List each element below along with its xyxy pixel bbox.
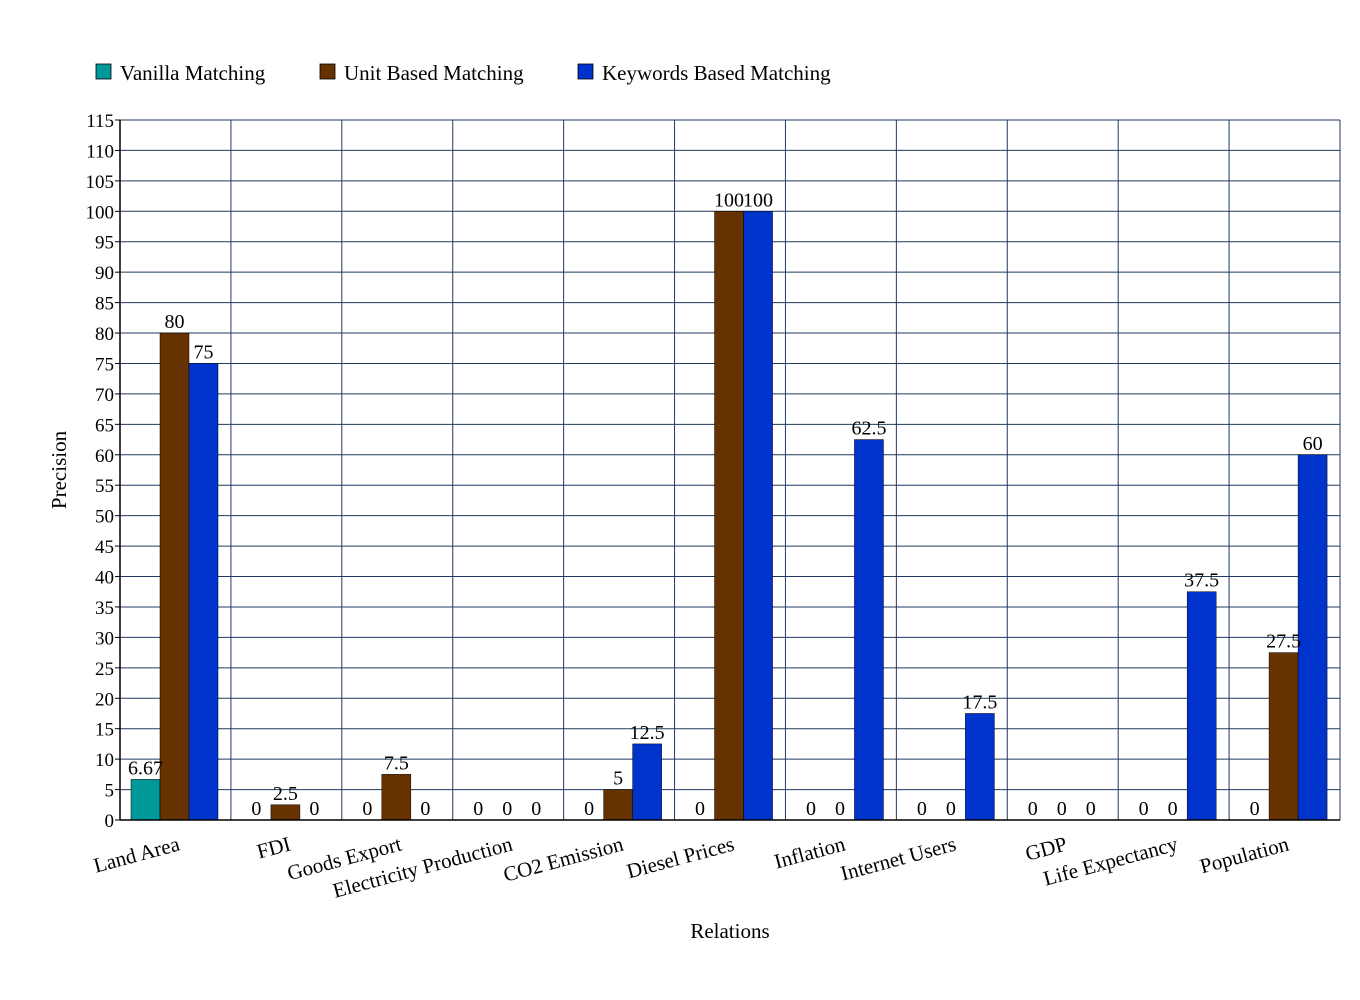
bar	[965, 713, 995, 821]
legend-item: Unit Based Matching	[319, 61, 524, 85]
bar	[854, 439, 884, 821]
data-label: 0	[946, 798, 956, 820]
legend-label: Unit Based Matching	[344, 61, 524, 85]
data-label: 0	[420, 798, 430, 820]
data-label: 37.5	[1184, 570, 1219, 592]
data-label: 2.5	[273, 783, 298, 805]
data-label: 60	[1303, 433, 1323, 455]
legend-item: Vanilla Matching	[95, 61, 266, 85]
y-tick-label: 0	[105, 811, 115, 832]
data-label: 0	[473, 798, 483, 820]
bar	[130, 779, 161, 821]
y-tick-label: 35	[95, 598, 114, 619]
bar	[159, 332, 190, 821]
bar	[1297, 454, 1328, 821]
y-tick-label: 110	[86, 141, 114, 162]
legend-swatch	[95, 63, 112, 80]
bar	[603, 789, 633, 821]
x-tick-label: Land Area	[91, 831, 183, 877]
y-tick-label: 85	[95, 294, 114, 315]
data-label: 0	[502, 798, 512, 820]
y-tick-label: 115	[86, 111, 114, 132]
bars	[130, 211, 1328, 821]
y-axis-ticks: 0 5 10 15 20 25 30 35 40 45 50 55 60 65 70 75 80 85 90 95 10…	[86, 111, 120, 832]
x-tick-label: Inflation	[772, 832, 849, 874]
bar	[1186, 591, 1217, 821]
data-label: 17.5	[962, 691, 997, 713]
legend-swatch	[577, 63, 594, 80]
y-tick-label: 40	[95, 568, 114, 589]
data-label: 75	[194, 341, 214, 363]
data-label: 6.67	[128, 757, 163, 779]
data-label: 0	[835, 798, 845, 820]
y-tick-label: 95	[95, 233, 114, 254]
data-label: 0	[531, 798, 541, 820]
legend-item: Keywords Based Matching	[577, 61, 831, 85]
y-tick-label: 5	[105, 781, 115, 802]
x-tick-label: Internet Users	[838, 832, 959, 886]
data-label: 0	[1250, 798, 1260, 820]
bar	[381, 774, 412, 821]
y-tick-label: 15	[95, 720, 114, 741]
y-tick-label: 80	[95, 324, 114, 345]
data-label: 0	[309, 798, 319, 820]
y-tick-label: 30	[95, 628, 114, 649]
data-label: 7.5	[384, 752, 409, 774]
data-label: 0	[584, 798, 594, 820]
y-tick-label: 20	[95, 689, 114, 710]
data-label: 80	[165, 311, 185, 333]
data-label: 12.5	[630, 722, 665, 744]
y-tick-label: 105	[86, 172, 115, 193]
bar	[1268, 652, 1299, 821]
data-label: 5	[613, 768, 623, 790]
data-label: 62.5	[851, 418, 886, 440]
y-axis-title: Precision	[47, 430, 71, 509]
y-tick-label: 60	[95, 446, 114, 467]
y-tick-label: 65	[95, 415, 114, 436]
x-tick-label: CO2 Emission	[501, 832, 627, 887]
legend-label: Keywords Based Matching	[602, 61, 831, 85]
legend-label: Vanilla Matching	[120, 61, 266, 85]
data-label: 0	[1086, 798, 1096, 820]
y-tick-label: 90	[95, 263, 114, 284]
x-tick-label: Diesel Prices	[624, 832, 737, 884]
y-tick-label: 75	[95, 354, 114, 375]
y-tick-label: 70	[95, 385, 114, 406]
bar	[743, 211, 773, 821]
x-tick-label: Population	[1197, 832, 1292, 879]
bar	[714, 211, 744, 821]
data-label: 0	[695, 798, 705, 820]
data-label: 0	[806, 798, 816, 820]
data-label: 0	[1168, 798, 1178, 820]
x-axis-title: Relations	[690, 919, 769, 943]
y-tick-label: 100	[86, 202, 115, 223]
data-label: 100	[714, 189, 744, 211]
data-label: 0	[251, 798, 261, 820]
bar	[188, 363, 219, 821]
data-label: 0	[1028, 798, 1038, 820]
y-tick-label: 25	[95, 659, 114, 680]
bar	[632, 743, 662, 821]
data-label: 0	[917, 798, 927, 820]
data-label: 0	[1057, 798, 1067, 820]
data-label: 0	[1139, 798, 1149, 820]
y-tick-label: 55	[95, 476, 114, 497]
y-tick-label: 45	[95, 537, 114, 558]
axes	[119, 120, 1340, 821]
x-tick-label: FDI	[254, 832, 293, 864]
legend: Vanilla Matching Unit Based Matching Keywo…	[95, 61, 831, 85]
y-tick-label: 10	[95, 750, 114, 771]
y-tick-label: 50	[95, 507, 114, 528]
legend-swatch	[319, 63, 336, 80]
data-label: 0	[362, 798, 372, 820]
bar	[270, 804, 301, 821]
data-label: 27.5	[1266, 631, 1301, 653]
data-label: 100	[743, 189, 773, 211]
